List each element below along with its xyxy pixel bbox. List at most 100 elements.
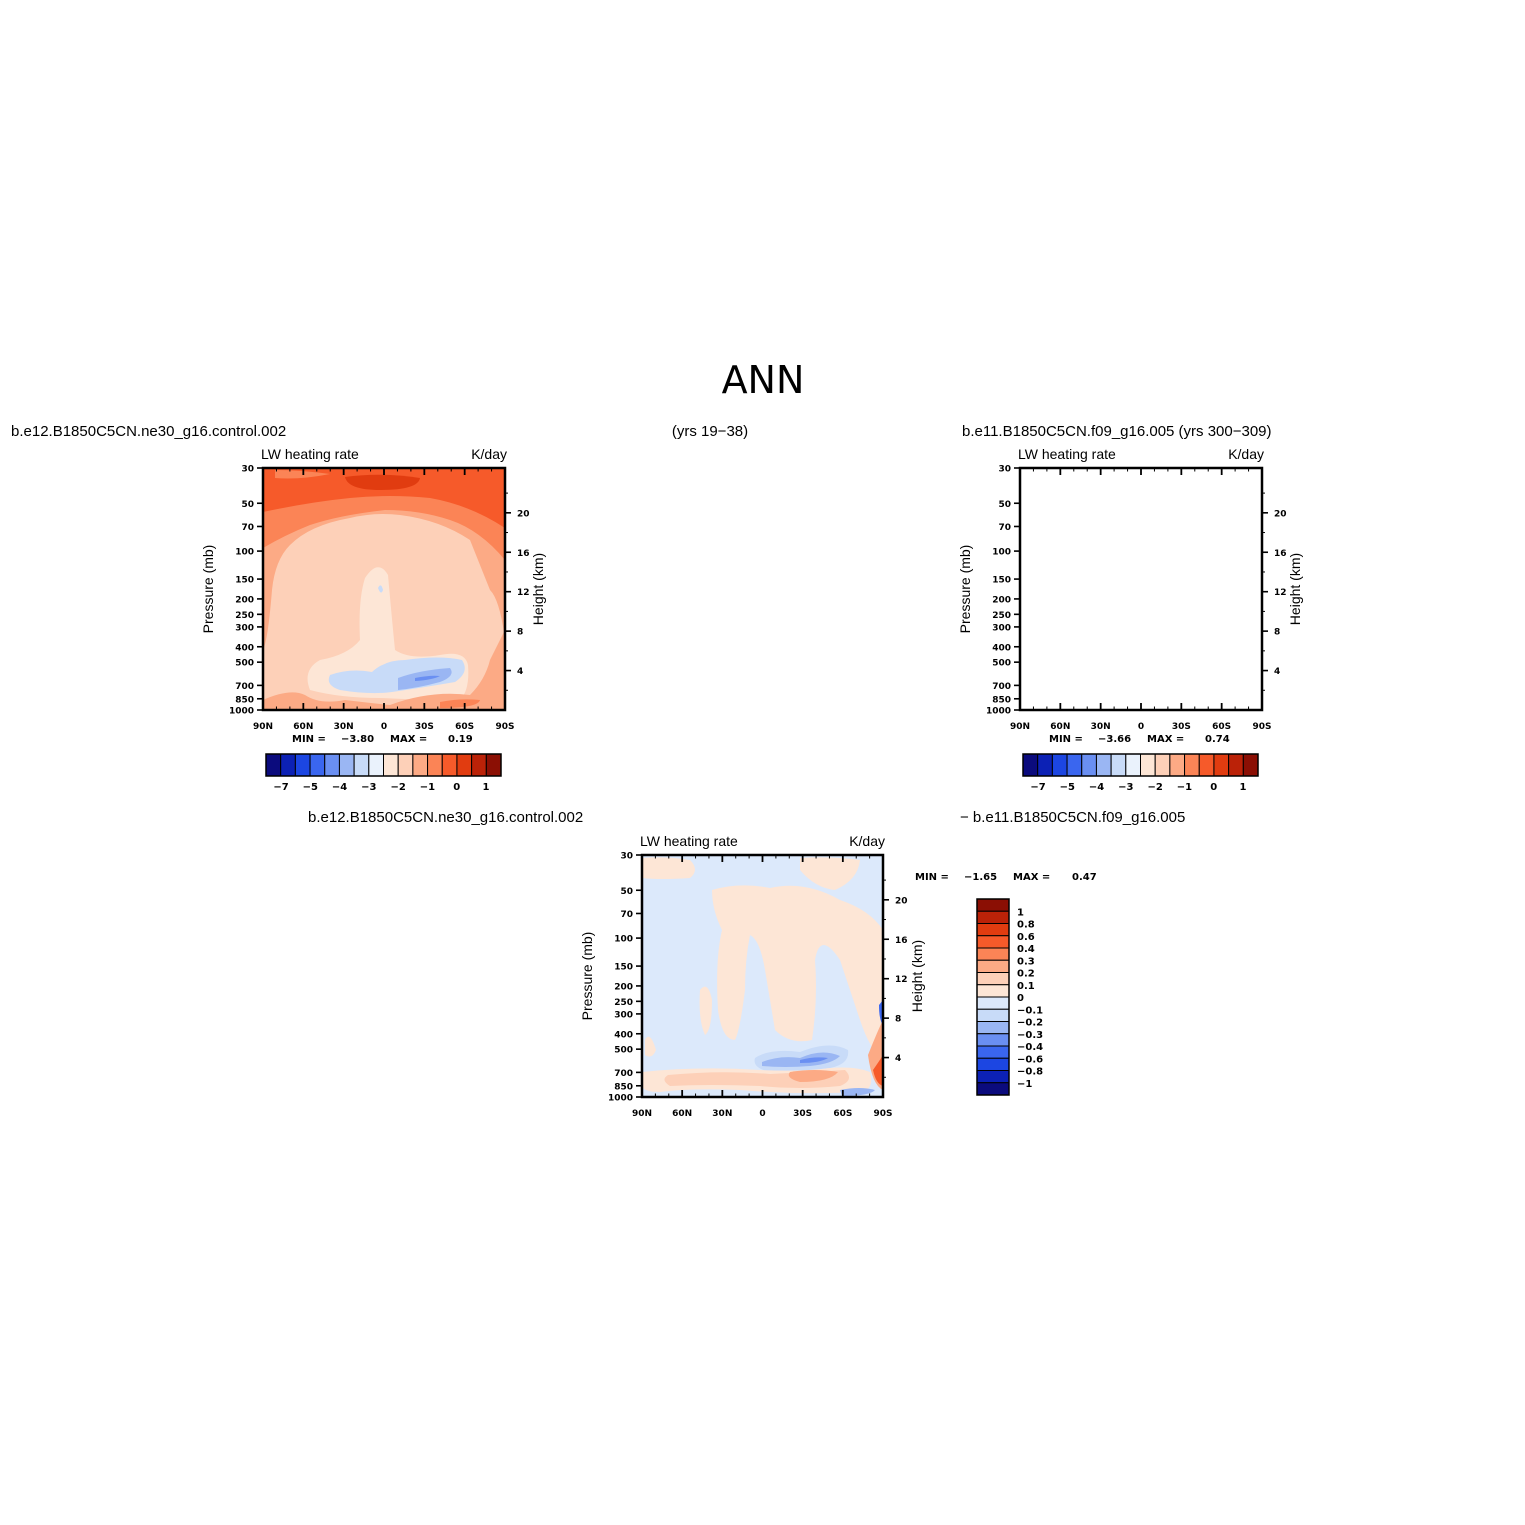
- y-tick-label: 150: [235, 576, 254, 586]
- y-right-axis-title: Height (km): [530, 553, 546, 625]
- panel-top-right: LW heating rate K/day 90N 60N 30N 0 30S 60S 90S 3…: [957, 446, 1303, 793]
- y-tick-label: 200: [614, 982, 633, 992]
- contour-band: [263, 468, 505, 528]
- y-tick-label: 100: [235, 548, 254, 558]
- colorbar-tick-label: −1: [1177, 782, 1192, 793]
- colorbar-difference: 1 0.80.60.40.3 0.20.10−0.1 −0.2−0.3−0.4−0.6…: [976, 898, 1043, 1096]
- contour-band: [1020, 468, 1262, 710]
- colorbar-tick-label: −0.2: [1017, 1018, 1043, 1029]
- contour-band: [1102, 475, 1177, 490]
- contour-band: [1020, 630, 1262, 710]
- y-right-tick-label: 12: [517, 588, 530, 598]
- y-tick-label: 1000: [608, 1094, 633, 1104]
- y-tick-label: 1000: [229, 707, 254, 717]
- units-label: K/day: [849, 833, 885, 849]
- colorbar-swatch: [976, 984, 1010, 998]
- colorbar-tick-label: −0.4: [1017, 1042, 1043, 1053]
- x-tick-label: 60S: [1212, 722, 1231, 732]
- y-right-tick-label: 12: [895, 975, 908, 985]
- colorbar-swatch: [1125, 753, 1141, 777]
- contour-band: [415, 675, 440, 681]
- colorbar-tick-label: −5: [303, 782, 318, 793]
- x-tick-label: 60N: [672, 1109, 692, 1119]
- colorbar-swatch: [1242, 753, 1259, 777]
- y-tick-label: 150: [614, 963, 633, 973]
- contour-band: [1155, 668, 1209, 690]
- y-axis-title: Pressure (mb): [200, 545, 216, 634]
- x-tick-label: 90N: [253, 722, 273, 732]
- y-right-tick-label: 16: [895, 936, 908, 946]
- min-value: −1.65: [964, 872, 997, 883]
- y-axis-title: Pressure (mb): [957, 545, 973, 634]
- y-tick-label: 50: [241, 500, 254, 510]
- contour-band: [378, 585, 383, 593]
- colorbar-swatch: [976, 1021, 1010, 1035]
- colorbar-swatch: [294, 753, 311, 777]
- y-right-tick-label: 4: [1274, 667, 1280, 677]
- max-value: 0.47: [1072, 872, 1097, 883]
- colorbar-swatch: [1110, 753, 1127, 777]
- colorbar-tick-label: −4: [1089, 782, 1104, 793]
- min-value: −3.80: [341, 734, 374, 745]
- contour-band: [873, 1055, 883, 1086]
- colorbar-tick-label: −1: [1017, 1079, 1032, 1090]
- colorbar-tick-label: −7: [273, 782, 288, 793]
- y-tick-label: 100: [992, 548, 1011, 558]
- colorbar-swatch: [397, 753, 414, 777]
- colorbar-swatch: [441, 753, 458, 777]
- contour-band: [440, 699, 480, 708]
- y-tick-label: 50: [620, 887, 633, 897]
- colorbar-swatch: [1228, 753, 1244, 777]
- colorbar-swatch: [976, 935, 1010, 949]
- min-value: −3.66: [1098, 734, 1131, 745]
- colorbar-tick-label: 0: [1210, 782, 1217, 793]
- header-center-years: (yrs 19−38): [672, 423, 748, 440]
- colorbar-tick-label: 0.4: [1017, 944, 1035, 955]
- variable-label: LW heating rate: [1018, 446, 1116, 462]
- y-tick-label: 100: [614, 935, 633, 945]
- colorbar-swatch: [309, 753, 326, 777]
- colorbar-tick-label: 1: [1240, 782, 1247, 793]
- colorbar-swatch: [338, 753, 355, 777]
- colorbar-swatch: [471, 753, 487, 777]
- y-tick-label: 250: [235, 611, 254, 621]
- x-tick-label: 90S: [495, 722, 514, 732]
- y-right-tick-label: 8: [1274, 628, 1280, 638]
- colorbar-tick-label: −1: [420, 782, 435, 793]
- colorbar-tick-label: 0.3: [1017, 956, 1035, 967]
- colorbar-tick-label: −2: [390, 782, 405, 793]
- colorbar-swatch: [265, 753, 282, 777]
- panel-top-left: LW heating rate K/day 90N 60N 30N 0 30S 60S 90S 3…: [200, 446, 546, 793]
- colorbar-swatch: [976, 910, 1010, 924]
- contour-band: [1020, 468, 1262, 650]
- x-tick-label: 0: [1138, 722, 1144, 732]
- contour-band: [263, 630, 505, 710]
- colorbar-swatch: [976, 1070, 1010, 1084]
- colorbar-swatch: [976, 1057, 1010, 1071]
- x-tick-label: 0: [759, 1109, 765, 1119]
- colorbar-swatch: [1066, 753, 1083, 777]
- max-label: MAX =: [390, 734, 427, 745]
- y-tick-label: 1000: [986, 707, 1011, 717]
- colorbar-tick-label: 0.2: [1017, 969, 1035, 980]
- colorbar-swatch: [383, 753, 399, 777]
- header-right-case: b.e11.B1850C5CN.f09_g16.005 (yrs 300−309…: [962, 423, 1272, 440]
- contour-field: [1020, 468, 1262, 710]
- header-left-case: b.e12.B1850C5CN.ne30_g16.control.002: [11, 423, 286, 440]
- colorbar-swatch: [976, 1008, 1010, 1022]
- colorbar-swatch: [1198, 753, 1215, 777]
- max-value: 0.74: [1205, 734, 1230, 745]
- y-tick-label: 850: [992, 695, 1011, 705]
- y-tick-label: 200: [235, 595, 254, 605]
- variable-label: LW heating rate: [640, 833, 738, 849]
- colorbar-tick-label: −0.8: [1017, 1067, 1043, 1078]
- colorbar-swatch: [412, 753, 429, 777]
- y-tick-label: 500: [235, 659, 254, 669]
- x-tick-label: 90N: [1010, 722, 1030, 732]
- colorbar-tick-label: 0: [453, 782, 460, 793]
- contour-band: [712, 885, 883, 1060]
- y-right-tick-label: 4: [517, 667, 523, 677]
- colorbar-tick-label: −4: [332, 782, 347, 793]
- colorbar-swatch: [976, 1082, 1010, 1096]
- x-tick-label: 60S: [833, 1109, 852, 1119]
